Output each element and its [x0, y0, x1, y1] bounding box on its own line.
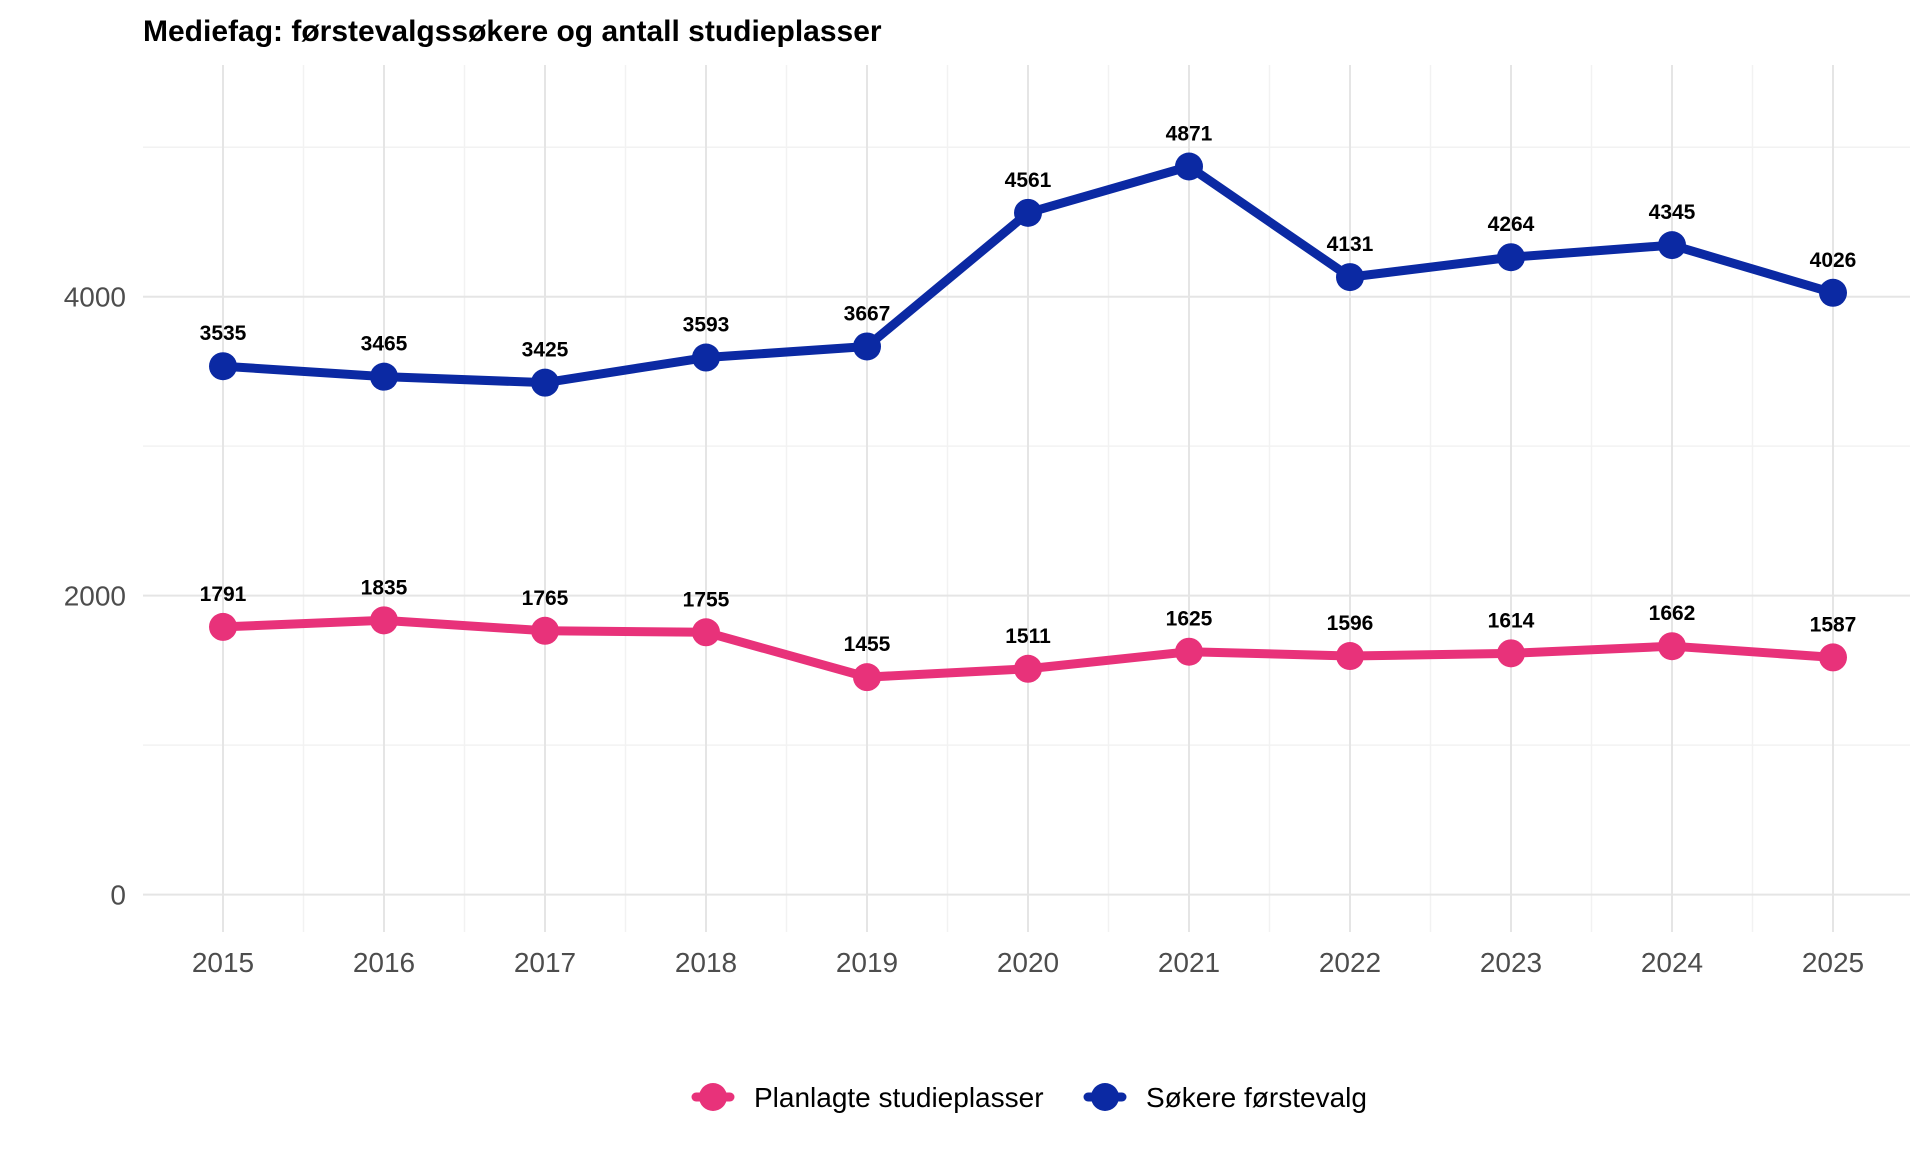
- data-label-planlagte-studieplasser: 1596: [1327, 612, 1374, 635]
- x-tick-label: 2017: [514, 947, 576, 978]
- data-point-s-kere-f-rstevalg: [531, 368, 559, 397]
- x-tick-label: 2025: [1802, 947, 1864, 978]
- y-tick-label: 2000: [64, 581, 126, 612]
- data-point-planlagte-studieplasser: [1336, 642, 1364, 671]
- data-point-planlagte-studieplasser: [531, 616, 559, 645]
- data-point-planlagte-studieplasser: [1819, 643, 1847, 672]
- data-point-s-kere-f-rstevalg: [1497, 243, 1525, 272]
- data-label-planlagte-studieplasser: 1511: [1005, 625, 1051, 648]
- data-label-planlagte-studieplasser: 1791: [200, 583, 247, 606]
- legend: Planlagte studieplasser Søkere førstevalg: [691, 1082, 1367, 1113]
- data-point-s-kere-f-rstevalg: [1819, 278, 1847, 307]
- data-label-planlagte-studieplasser: 1755: [683, 588, 730, 611]
- data-label-s-kere-f-rstevalg: 3593: [683, 314, 730, 337]
- data-label-s-kere-f-rstevalg: 4345: [1649, 201, 1696, 224]
- legend-label: Søkere førstevalg: [1146, 1082, 1367, 1113]
- data-label-s-kere-f-rstevalg: 4871: [1166, 122, 1213, 145]
- data-point-s-kere-f-rstevalg: [370, 362, 398, 391]
- data-point-planlagte-studieplasser: [692, 618, 720, 647]
- data-point-planlagte-studieplasser: [853, 663, 881, 692]
- x-tick-label: 2021: [1158, 947, 1220, 978]
- y-tick-label: 4000: [64, 282, 126, 313]
- x-tick-label: 2019: [836, 947, 898, 978]
- x-axis: 2015 2016 2017 2018 2019 2020 2021 2022 2023 2024…: [192, 947, 1864, 978]
- x-tick-label: 2024: [1641, 947, 1703, 978]
- legend-label: Planlagte studieplasser: [754, 1082, 1044, 1113]
- x-tick-label: 2018: [675, 947, 737, 978]
- x-tick-label: 2022: [1319, 947, 1381, 978]
- legend-item: Søkere førstevalg: [1083, 1082, 1367, 1113]
- grid: [143, 65, 1910, 932]
- legend-item: Planlagte studieplasser: [691, 1082, 1044, 1113]
- y-axis: 0 2000 4000: [64, 282, 126, 911]
- data-label-s-kere-f-rstevalg: 4131: [1327, 233, 1374, 256]
- data-point-planlagte-studieplasser: [1014, 654, 1042, 683]
- data-point-planlagte-studieplasser: [370, 606, 398, 635]
- data-point-planlagte-studieplasser: [1497, 639, 1525, 668]
- data-point-s-kere-f-rstevalg: [209, 352, 237, 381]
- data-label-planlagte-studieplasser: 1835: [361, 576, 408, 599]
- data-label-planlagte-studieplasser: 1614: [1488, 609, 1535, 632]
- chart-title: Mediefag: førstevalgssøkere og antall st…: [143, 15, 882, 48]
- data-label-s-kere-f-rstevalg: 4026: [1810, 249, 1857, 272]
- data-point-s-kere-f-rstevalg: [1658, 231, 1686, 260]
- legend-key-point: [1091, 1083, 1119, 1111]
- data-point-s-kere-f-rstevalg: [1175, 152, 1203, 181]
- data-label-planlagte-studieplasser: 1765: [522, 587, 569, 610]
- data-point-planlagte-studieplasser: [1658, 632, 1686, 661]
- data-point-planlagte-studieplasser: [209, 612, 237, 641]
- data-label-s-kere-f-rstevalg: 3465: [361, 333, 408, 356]
- x-tick-label: 2015: [192, 947, 254, 978]
- x-tick-label: 2016: [353, 947, 415, 978]
- data-point-s-kere-f-rstevalg: [692, 343, 720, 372]
- data-label-s-kere-f-rstevalg: 3535: [200, 322, 247, 345]
- x-tick-label: 2023: [1480, 947, 1542, 978]
- data-point-s-kere-f-rstevalg: [1336, 263, 1364, 292]
- data-label-planlagte-studieplasser: 1587: [1810, 613, 1857, 636]
- data-label-planlagte-studieplasser: 1662: [1649, 602, 1696, 625]
- data-label-s-kere-f-rstevalg: 4561: [1005, 169, 1052, 192]
- series-layer: [209, 152, 1847, 692]
- data-point-s-kere-f-rstevalg: [853, 332, 881, 361]
- data-labels: 1791 1835 1765 1755 1455 1511 1625 1596 1614 1662…: [200, 122, 1857, 656]
- data-label-s-kere-f-rstevalg: 3425: [522, 339, 569, 362]
- data-label-planlagte-studieplasser: 1455: [844, 633, 891, 656]
- legend-key-point: [699, 1083, 727, 1111]
- data-point-planlagte-studieplasser: [1175, 637, 1203, 666]
- data-label-s-kere-f-rstevalg: 3667: [844, 302, 891, 325]
- x-tick-label: 2020: [997, 947, 1059, 978]
- y-tick-label: 0: [110, 880, 126, 911]
- data-label-planlagte-studieplasser: 1625: [1166, 608, 1213, 631]
- data-label-s-kere-f-rstevalg: 4264: [1488, 213, 1535, 236]
- data-point-s-kere-f-rstevalg: [1014, 198, 1042, 227]
